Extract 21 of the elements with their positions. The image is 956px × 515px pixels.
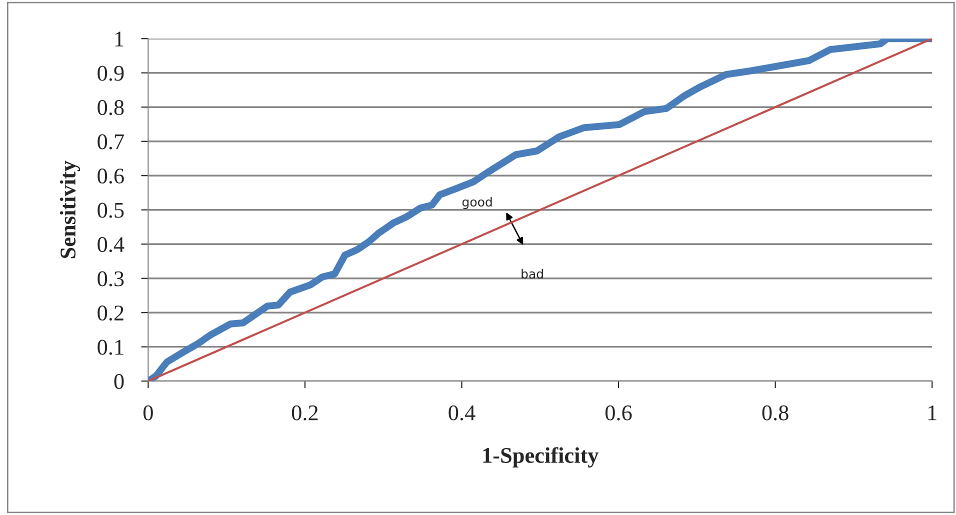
annotation: good bbox=[462, 196, 492, 210]
y-tick-label: 0.5 bbox=[98, 202, 124, 218]
x-tick-label: 0.8 bbox=[762, 405, 788, 420]
y-tick-label: 0.2 bbox=[98, 306, 124, 321]
y-tick-label: 1 bbox=[115, 32, 124, 46]
y-tick-label: 0.8 bbox=[98, 100, 124, 116]
x-tick-label: 0.6 bbox=[605, 405, 632, 420]
y-tick-label: 0.3 bbox=[98, 271, 124, 286]
x-axis-title: 1-Specificity bbox=[483, 447, 599, 468]
x-tick-label: 0 bbox=[143, 405, 153, 420]
y-axis-title: Sensitivity bbox=[60, 160, 80, 258]
y-tick-label: 0 bbox=[114, 374, 124, 390]
y-tick-label: 0.7 bbox=[98, 134, 124, 150]
y-tick-label: 0.1 bbox=[98, 340, 124, 355]
y-tick-label: 0.6 bbox=[98, 168, 124, 184]
y-tick-label: 0.4 bbox=[98, 237, 124, 252]
annotation: bad bbox=[522, 268, 543, 279]
x-tick-label: 0.4 bbox=[448, 405, 476, 420]
x-tick-label: 0.2 bbox=[292, 405, 318, 420]
y-tick-label: 0.9 bbox=[98, 66, 124, 81]
x-tick-label: 1 bbox=[928, 405, 936, 420]
